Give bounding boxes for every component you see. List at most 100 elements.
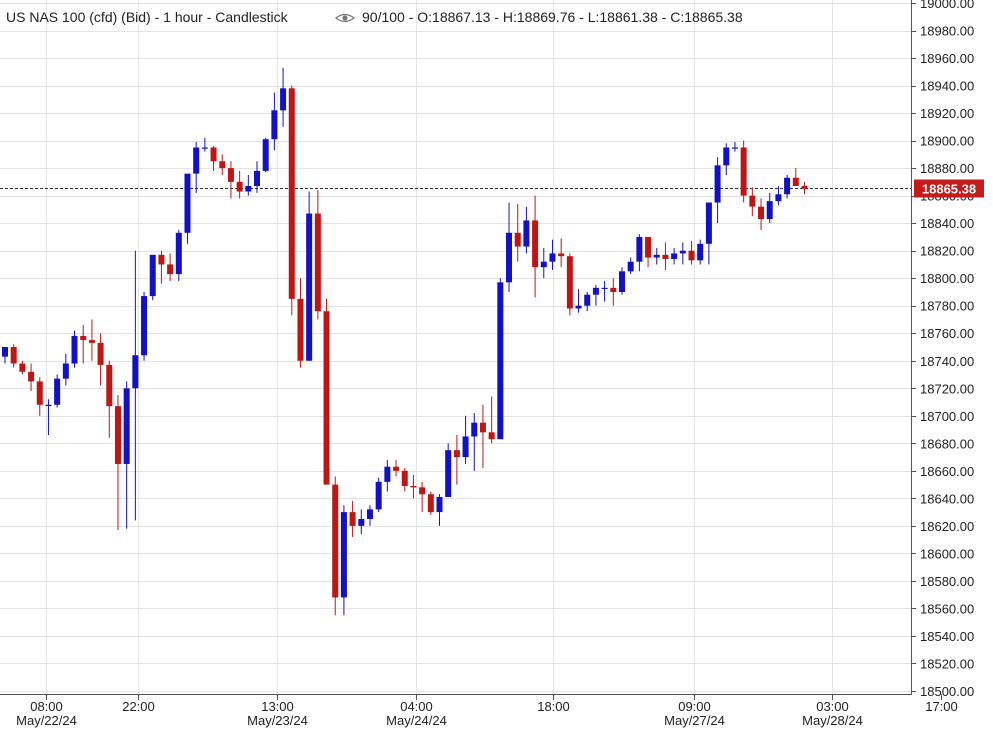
candle (723, 143, 730, 175)
time-tick-label: 17:00 (925, 699, 958, 714)
candle-body (158, 254, 165, 265)
eye-icon[interactable] (335, 13, 355, 23)
candle-body (792, 177, 799, 187)
price-tick-label: 18620.00 (920, 519, 974, 534)
candle-body (549, 253, 556, 262)
candle-body (245, 186, 252, 192)
candle (306, 191, 313, 361)
price-tick-label: 18880.00 (920, 161, 974, 176)
candle-body (384, 466, 391, 482)
chart-header: US NAS 100 (cfd) (Bid) - 1 hour - Candle… (6, 9, 743, 25)
candle-body (88, 340, 95, 343)
candle (28, 363, 35, 392)
candle (323, 298, 330, 485)
candle-body (488, 432, 495, 440)
candle-body (601, 287, 608, 290)
candle-body (714, 165, 721, 203)
price-tick-label: 18940.00 (920, 79, 974, 94)
price-tick-label: 18740.00 (920, 354, 974, 369)
candle-body (201, 147, 208, 149)
time-tick-label: 09:00 (678, 699, 711, 714)
last-price-tag-background (914, 179, 984, 198)
time-tick-label: 22:00 (122, 699, 155, 714)
candle-body (375, 481, 382, 510)
price-tick-label: 18680.00 (920, 436, 974, 451)
candle-body (766, 201, 773, 220)
candle-body (2, 347, 8, 357)
candle (45, 399, 52, 436)
candle (227, 161, 234, 199)
price-tick-label: 18920.00 (920, 106, 974, 121)
candle (731, 141, 738, 152)
candle (758, 198, 765, 231)
candle-body (262, 139, 269, 171)
time-tick-label: 18:00 (537, 699, 570, 714)
candle-body (236, 181, 243, 192)
price-tick-label: 18600.00 (920, 546, 974, 561)
candle (801, 181, 808, 195)
candle (193, 141, 200, 193)
candle (453, 435, 460, 485)
candle (506, 202, 513, 292)
candle (88, 319, 95, 361)
candle-body (506, 232, 513, 283)
candle-body (332, 484, 339, 598)
candle (749, 187, 756, 217)
candle (2, 347, 8, 364)
candle (332, 476, 339, 616)
price-tick-label: 19000.00 (920, 0, 974, 11)
candle-body (280, 88, 287, 111)
candle-body (314, 213, 321, 312)
candle-body (132, 355, 139, 389)
candle (123, 381, 130, 529)
price-tick-label: 18540.00 (920, 629, 974, 644)
price-axis: 19000.00 18980.00 18960.00 18940.00 18920.00… (911, 0, 974, 699)
candle-body (410, 485, 417, 488)
candle (236, 170, 243, 199)
candle-body (349, 512, 356, 526)
candle (314, 190, 321, 320)
candle-body (419, 487, 426, 495)
candle-body (71, 335, 78, 364)
price-tick-label: 18760.00 (920, 326, 974, 341)
candle-body (775, 194, 782, 202)
candle (662, 242, 669, 270)
candle-body (636, 236, 643, 262)
candle-body (671, 253, 678, 259)
candle (445, 443, 452, 497)
price-tick-label: 18520.00 (920, 656, 974, 671)
candle (410, 474, 417, 499)
candle (775, 186, 782, 206)
candle-body (532, 220, 539, 268)
candle (540, 247, 547, 279)
candle (488, 396, 495, 444)
candle-body (106, 364, 113, 407)
candle-body (45, 404, 52, 406)
candle-body (688, 250, 695, 261)
chart-title: US NAS 100 (cfd) (Bid) - 1 hour - Candle… (6, 9, 289, 25)
candle-body (471, 422, 478, 437)
price-tick-label: 18560.00 (920, 601, 974, 616)
candle (349, 501, 356, 537)
candle (645, 236, 652, 268)
candle (375, 477, 382, 513)
candle (210, 146, 217, 171)
candle-body (627, 261, 634, 272)
candle (532, 195, 539, 298)
candle (558, 238, 565, 268)
candle-body (479, 422, 486, 433)
candle-body (610, 287, 617, 292)
candle (618, 267, 625, 295)
price-tick-label: 18960.00 (920, 51, 974, 66)
candle (54, 374, 61, 408)
candle (671, 247, 678, 265)
candle (393, 459, 400, 477)
candle (427, 491, 434, 515)
time-tick-label: 08:00 (30, 699, 63, 714)
price-axis-background (911, 0, 993, 731)
candle (636, 234, 643, 272)
candle (358, 509, 365, 535)
candle-body (749, 195, 756, 207)
candle (462, 415, 469, 464)
